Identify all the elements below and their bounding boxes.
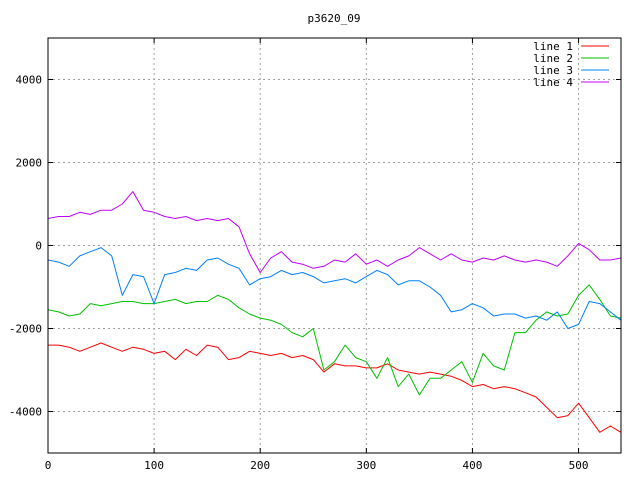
y-tick-label: -2000: [9, 323, 42, 336]
chart-title: p3620_09: [308, 12, 361, 25]
grid: [48, 38, 621, 453]
legend-label: line 4: [533, 76, 573, 89]
legend-label: line 3: [533, 64, 573, 77]
legend-label: line 1: [533, 40, 573, 53]
axis-ticks: 0 100 200 300 400 500 -4000 -2000 0 2000 4000: [9, 38, 621, 472]
y-tick-label: -4000: [9, 406, 42, 419]
x-tick-label: 0: [45, 459, 52, 472]
series-line-1-line: [48, 342, 622, 433]
y-tick-label: 0: [35, 240, 42, 253]
x-tick-label: 300: [356, 459, 376, 472]
x-tick-label: 200: [250, 459, 270, 472]
y-tick-label: 2000: [16, 157, 43, 170]
legend-label: line 2: [533, 52, 573, 65]
y-tick-label: 4000: [16, 74, 43, 87]
x-tick-label: 400: [463, 459, 483, 472]
series-line-4-line: [47, 191, 622, 273]
series-group: [47, 191, 622, 433]
x-tick-label: 100: [144, 459, 164, 472]
series-line-3-line: [47, 247, 622, 329]
series-line-2-line: [47, 284, 622, 396]
x-tick-label: 500: [569, 459, 589, 472]
